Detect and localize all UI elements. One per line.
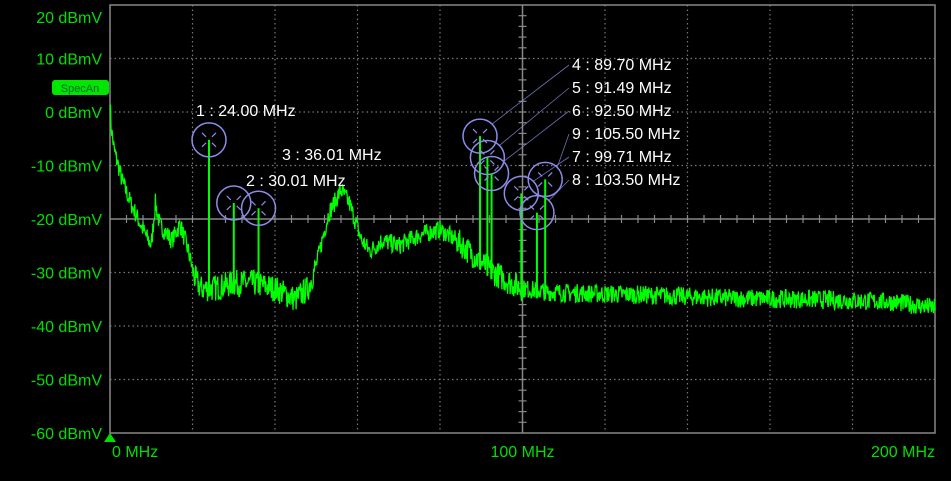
marker-label: 5 : 91.49 MHz — [572, 80, 672, 97]
marker-4[interactable]: 4 : 89.70 MHz — [462, 57, 672, 270]
marker-crosshair — [211, 142, 217, 148]
marker-6[interactable]: 6 : 92.50 MHz — [473, 103, 672, 280]
trace-origin-arrow-icon[interactable] — [104, 433, 116, 442]
marker-label: 7 : 99.71 MHz — [572, 149, 672, 166]
marker-circle-icon — [503, 175, 540, 212]
marker-crosshair — [537, 171, 543, 177]
marker-circle-icon — [473, 155, 510, 192]
marker-crosshair — [236, 195, 242, 201]
marker-crosshair — [236, 205, 242, 211]
marker-crosshair — [529, 215, 535, 221]
x-tick-label: 100 MHz — [490, 444, 554, 461]
marker-crosshair — [529, 205, 535, 211]
marker-crosshair — [547, 171, 553, 177]
marker-2[interactable]: 2 : 30.01 MHz — [216, 173, 346, 292]
marker-crosshair — [251, 210, 256, 216]
marker-crosshair — [523, 185, 529, 191]
marker-crosshair — [513, 185, 519, 191]
marker-8[interactable]: 8 : 103.50 MHz — [519, 172, 681, 299]
marker-label: 8 : 103.50 MHz — [572, 172, 681, 189]
grid — [110, 5, 935, 433]
marker-leader-line — [533, 156, 570, 182]
trace-badge-bg — [52, 80, 109, 95]
marker-crosshair — [261, 210, 266, 216]
marker-crosshair — [261, 200, 266, 206]
marker-crosshair — [211, 132, 217, 138]
y-tick-label: -10 dBmV — [31, 159, 102, 176]
marker-crosshair — [226, 205, 232, 211]
trace-badge[interactable]: SpecAn — [52, 80, 109, 95]
trace-layer — [109, 104, 936, 314]
marker-circle-icon — [527, 161, 563, 198]
marker-label: 1 : 24.00 MHz — [196, 103, 296, 120]
y-tick-label: -30 dBmV — [31, 266, 102, 283]
marker-label: 3 : 36.01 MHz — [282, 147, 382, 164]
marker-crosshair — [472, 138, 478, 144]
spectrum-trace — [109, 104, 936, 314]
marker-leader-line — [491, 64, 570, 125]
y-tick-label: -50 dBmV — [31, 373, 102, 390]
marker-crosshair — [523, 195, 529, 201]
marker-circle-icon — [469, 139, 506, 176]
axis-labels: 20 dBmV 10 dBmV 0 dBmV -10 dBmV -20 dBmV -30 … — [31, 10, 935, 461]
marker-3[interactable]: 3 : 36.01 MHz — [240, 147, 382, 293]
marker-crosshair — [472, 128, 478, 134]
y-tick-label: 20 dBmV — [36, 10, 102, 27]
y-tick-label: -60 dBmV — [31, 426, 102, 443]
marker-crosshair — [484, 176, 489, 181]
marker-circle-icon — [191, 122, 227, 158]
marker-crosshair — [513, 195, 519, 201]
marker-circle-icon — [240, 190, 277, 227]
y-tick-label: 0 dBmV — [45, 105, 102, 122]
marker-crosshair — [489, 160, 495, 165]
marker-leader-line — [556, 133, 570, 168]
marker-crosshair — [201, 142, 207, 148]
marker-crosshair — [226, 195, 232, 201]
markers-layer: 1 : 24.00 MHz 2 : 30.01 MHz 3 : 36.01 MHz 4… — [191, 57, 681, 300]
marker-label: 2 : 30.01 MHz — [246, 173, 346, 190]
marker-crosshair — [482, 128, 488, 134]
x-tick-label: 0 MHz — [112, 444, 158, 461]
axes — [109, 4, 936, 434]
marker-crosshair — [489, 150, 495, 155]
marker-crosshair — [494, 166, 499, 171]
marker-crosshair — [201, 132, 207, 138]
marker-circle-icon — [519, 194, 555, 231]
x-tick-label: 200 MHz — [871, 444, 935, 461]
marker-crosshair — [479, 160, 485, 165]
marker-7[interactable]: 7 : 99.71 MHz — [503, 149, 672, 296]
marker-crosshair — [251, 200, 256, 206]
trace-badge-label: SpecAn — [61, 83, 100, 95]
marker-1[interactable]: 1 : 24.00 MHz — [191, 103, 296, 297]
marker-crosshair — [479, 150, 485, 155]
marker-crosshair — [537, 181, 543, 187]
marker-leader-line — [503, 110, 570, 162]
y-tick-label: -40 dBmV — [31, 319, 102, 336]
marker-label: 9 : 105.50 MHz — [572, 126, 681, 143]
marker-circle-icon — [462, 118, 498, 154]
marker-crosshair — [484, 166, 489, 171]
marker-crosshair — [547, 181, 553, 187]
y-tick-label: 10 dBmV — [36, 52, 102, 69]
y-tick-label: -20 dBmV — [31, 212, 102, 229]
marker-crosshair — [494, 176, 499, 181]
marker-9[interactable]: 9 : 105.50 MHz — [527, 126, 681, 300]
marker-crosshair — [539, 205, 545, 211]
marker-crosshair — [539, 215, 545, 221]
marker-leader-line — [499, 87, 570, 146]
marker-label: 4 : 89.70 MHz — [572, 57, 672, 74]
marker-label: 6 : 92.50 MHz — [572, 103, 672, 120]
marker-circle-icon — [216, 185, 252, 221]
